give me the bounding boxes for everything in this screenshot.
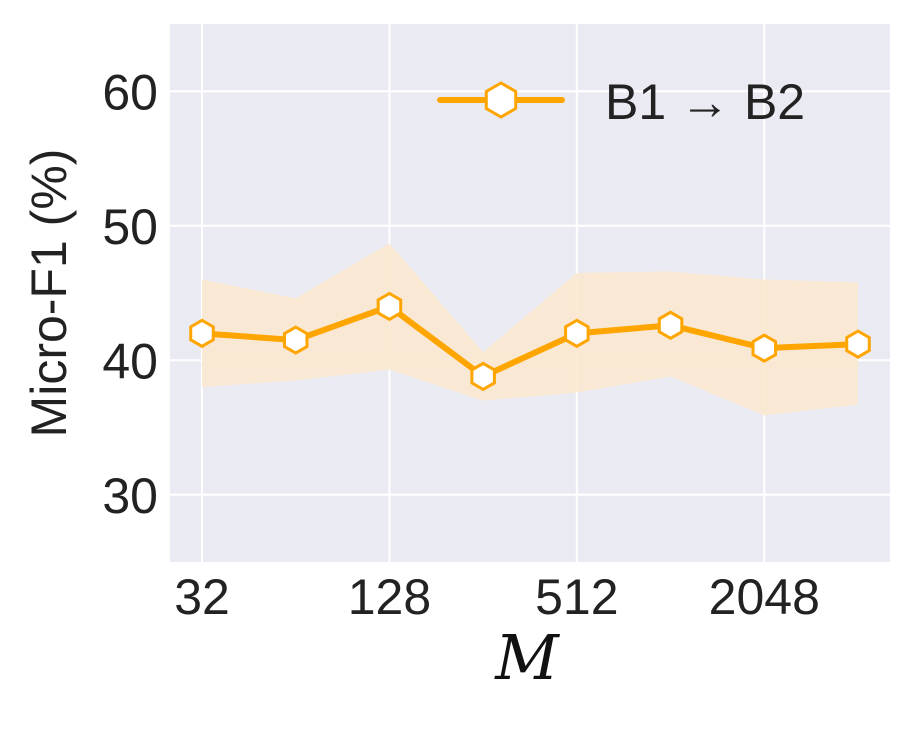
x-tick-label-2048: 2048 bbox=[709, 569, 820, 625]
x-tick-label-512: 512 bbox=[535, 569, 618, 625]
y-axis-label: Micro-F1 (%) bbox=[21, 149, 77, 438]
x-tick-labels: 32 128 512 2048 bbox=[174, 569, 820, 625]
confidence-band bbox=[202, 243, 858, 416]
x-tick-label-128: 128 bbox=[348, 569, 431, 625]
y-tick-label-40: 40 bbox=[102, 333, 158, 389]
data-point-2048 bbox=[751, 333, 778, 363]
y-tick-label-50: 50 bbox=[102, 199, 158, 255]
legend-entry-label: B1 → B2 bbox=[605, 74, 805, 130]
legend-hexagon-marker bbox=[484, 81, 518, 119]
x-tick-label-32: 32 bbox=[174, 569, 230, 625]
data-point-256 bbox=[470, 361, 496, 392]
band-area bbox=[202, 243, 858, 416]
series-line bbox=[201, 303, 859, 380]
data-point-512 bbox=[564, 318, 590, 349]
x-axis-label: M bbox=[494, 621, 560, 694]
series-line-layer bbox=[201, 303, 859, 380]
data-point-64 bbox=[282, 325, 309, 355]
y-tick-labels: 30 40 50 60 bbox=[102, 64, 158, 524]
legend: B1 → B2 bbox=[437, 74, 805, 130]
data-point-1024 bbox=[657, 310, 684, 341]
y-tick-label-30: 30 bbox=[102, 468, 158, 524]
data-point-4096 bbox=[845, 329, 871, 359]
data-point-32 bbox=[189, 318, 215, 349]
y-tick-label-60: 60 bbox=[102, 64, 158, 120]
data-point-128 bbox=[376, 291, 403, 322]
series-markers bbox=[189, 291, 871, 392]
